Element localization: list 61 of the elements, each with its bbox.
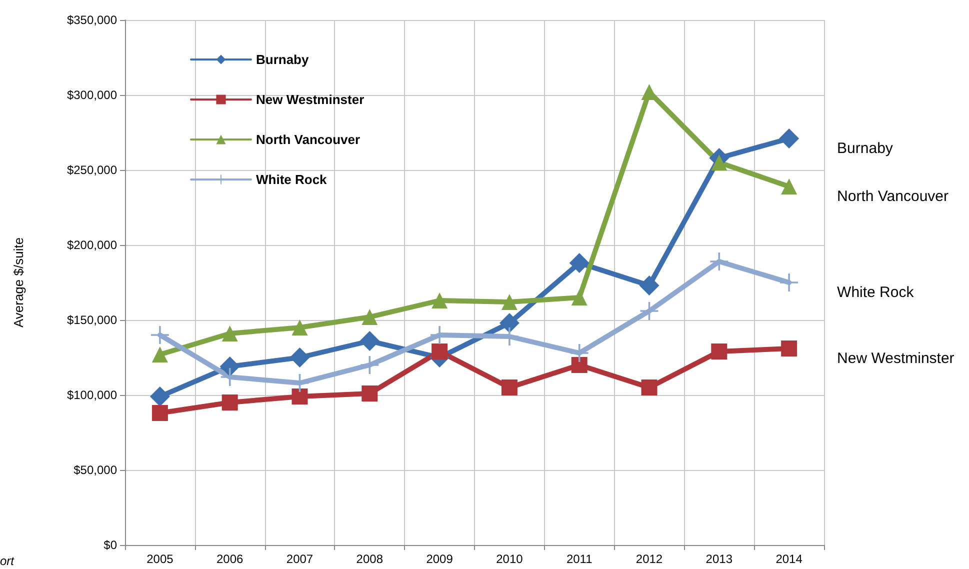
point [571,290,588,306]
legend-label: Burnaby [256,52,310,67]
point [150,326,169,344]
point [501,380,518,396]
x-tick-label: 2010 [496,552,524,566]
point [362,386,378,402]
text: New Westminster [837,350,954,367]
x-tick-label: 2009 [426,552,454,566]
point [362,309,378,325]
point [360,331,380,351]
x-tick-label: 2005 [146,552,174,566]
point [781,340,798,356]
point [501,294,518,310]
point [779,128,800,148]
point [641,380,658,396]
point [432,292,448,308]
point [640,302,658,320]
point [360,356,379,374]
point [222,326,238,342]
x-tick-label: 2012 [636,552,663,566]
x-tick-label: 2014 [776,552,803,566]
y-tick-label: $150,000 [66,313,118,327]
y-axis-title: Average $/suite [11,237,26,328]
point [639,276,660,296]
point [780,274,798,292]
point [292,320,308,336]
y-tick-label: $100,000 [66,388,118,402]
text: Burnaby [837,140,893,157]
point [711,344,728,360]
point [571,357,588,373]
point [220,356,240,376]
legend-label: North Vancouver [256,132,360,147]
x-tick-label: 2011 [566,552,593,566]
y-tick-label: $250,000 [66,163,118,177]
point [710,252,728,270]
point [150,386,170,406]
point [570,344,588,362]
point [711,154,728,170]
legend-label: White Rock [256,172,328,187]
point [152,405,168,421]
x-tick-label: 2006 [216,552,244,566]
y-tick-label: $300,000 [66,88,118,102]
text: ort [0,554,15,568]
point [292,388,308,404]
y-tick-label: $0 [104,538,118,552]
point [499,313,520,333]
x-tick-label: 2013 [706,552,733,566]
y-tick-label: $350,000 [66,13,118,27]
text: North Vancouver [837,188,949,205]
point [432,344,448,360]
legend-label: New Westminster [256,92,364,107]
text: White Rock [837,284,914,301]
y-tick-label: $50,000 [74,463,118,477]
x-tick-label: 2007 [286,552,314,566]
x-tick-label: 2008 [356,552,384,566]
point [222,394,238,410]
point [569,253,590,273]
y-tick-label: $200,000 [66,238,118,252]
point [152,346,168,362]
point [290,348,310,368]
point [781,178,798,194]
